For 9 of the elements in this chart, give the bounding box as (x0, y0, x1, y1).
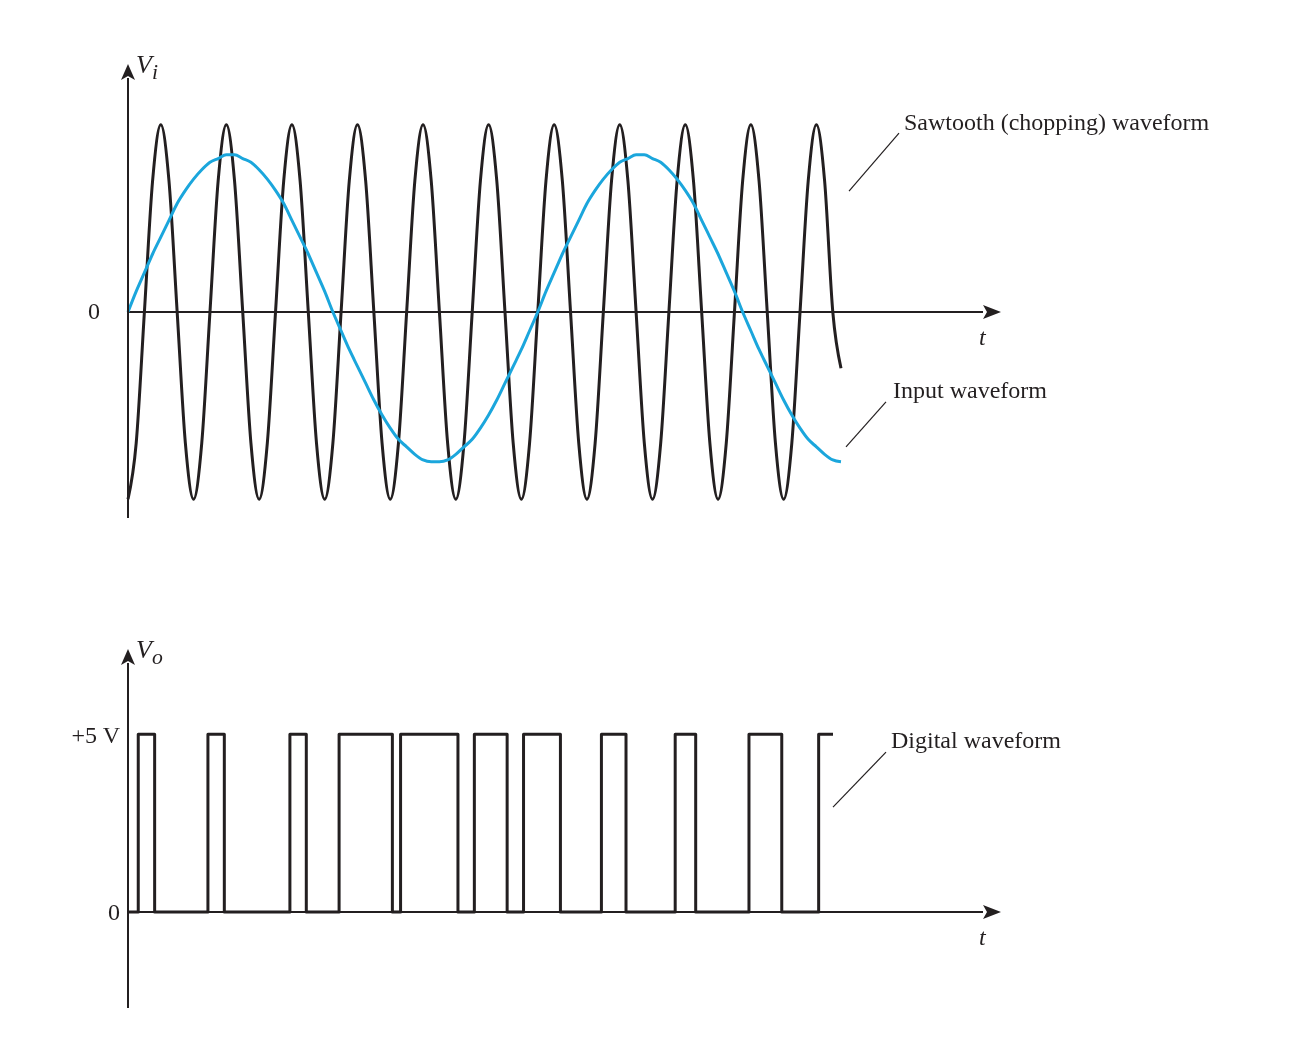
x-axis-title: t (979, 923, 986, 951)
text: Sawtooth (chopping) waveform (904, 109, 1210, 136)
y-tick-label: +5 V (71, 721, 121, 748)
text: 0 (88, 298, 100, 326)
y-axis-title: V$_{o}$ (136, 635, 163, 671)
text: Input waveform (893, 376, 1048, 403)
y-axis-title: V$_{i}$ (136, 50, 158, 86)
text: Digital waveform (891, 727, 1062, 754)
x-axis-title: t (979, 324, 986, 352)
